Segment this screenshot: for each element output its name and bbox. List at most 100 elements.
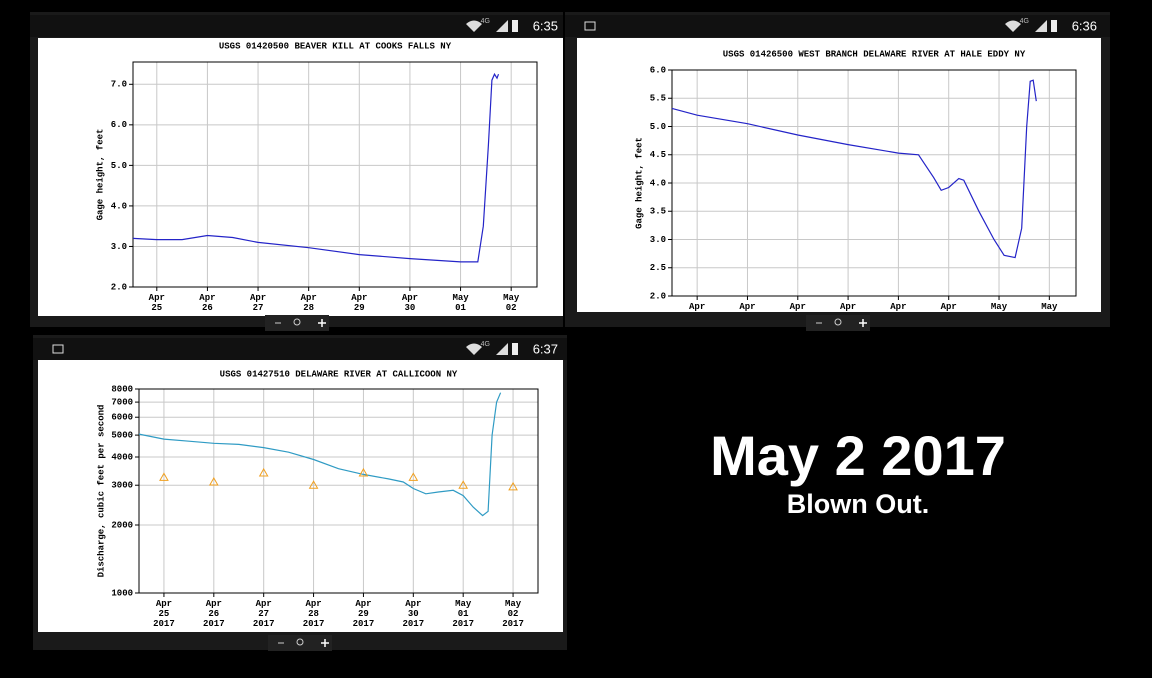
network-label: 4G <box>1020 18 1029 25</box>
status-time: 6:35 <box>533 18 558 33</box>
image-icon <box>584 21 596 31</box>
zoom-controls <box>268 635 332 651</box>
wifi-icon <box>466 343 482 355</box>
triangle-marker <box>408 472 419 481</box>
status-time: 6:37 <box>533 341 558 356</box>
x-tick-label: Apr 26 <box>199 293 216 313</box>
chart-title: USGS 01420500 BEAVER KILL AT COOKS FALLS… <box>219 41 452 51</box>
x-tick-label: Apr 28 <box>300 293 317 313</box>
x-tick-label: May 01 <box>452 293 469 313</box>
chart-title: USGS 01427510 DELAWARE RIVER AT CALLICOO… <box>220 369 458 379</box>
y-tick-label: 5.0 <box>650 122 666 132</box>
wifi-icon <box>1005 20 1021 32</box>
zoom-controls <box>806 315 870 331</box>
y-tick-label: 3000 <box>111 481 133 491</box>
x-tick-label: Apr <box>789 302 806 312</box>
y-tick-label: 4.0 <box>650 178 666 188</box>
screen <box>38 357 563 632</box>
x-tick-label: May 02 <box>503 293 520 313</box>
caption-subtitle: Blown Out. <box>787 489 929 519</box>
x-tick-label: Apr 25 <box>148 293 165 313</box>
y-tick-label: 3.5 <box>650 207 666 217</box>
phone-panel <box>565 12 1110 327</box>
x-tick-label: Apr 30 <box>401 293 419 313</box>
caption-title: May 2 2017 <box>710 424 1006 487</box>
triangle-marker <box>159 472 169 481</box>
x-tick-label: Apr <box>739 302 756 312</box>
y-tick-label: 4.5 <box>650 150 666 160</box>
y-tick-label: 5000 <box>111 430 133 440</box>
data-line <box>132 72 500 263</box>
chart: USGS 01427510 DELAWARE RIVER AT CALLICOO… <box>96 369 539 598</box>
status-bar <box>33 338 567 360</box>
y-tick-label: 5.5 <box>650 94 666 104</box>
chart: USGS 01420500 BEAVER KILL AT COOKS FALLS… <box>95 41 538 292</box>
y-tick-label: 3.0 <box>650 235 666 245</box>
status-time: 6:36 <box>1072 18 1097 33</box>
plot-frame <box>138 388 539 594</box>
zoom-icon <box>293 318 301 326</box>
battery-icon <box>512 20 518 32</box>
x-tick-label: Apr <box>940 302 957 312</box>
zoom-controls <box>265 315 329 331</box>
zoom-icon <box>296 638 304 646</box>
y-tick-label: 6000 <box>111 413 133 423</box>
x-tick-label: Apr 30 2017 <box>402 599 425 629</box>
y-tick-label: 4.0 <box>111 201 127 211</box>
x-tick-label: Apr 29 2017 <box>352 599 375 629</box>
y-axis-label: Discharge, cubic feet per second <box>96 405 106 578</box>
y-tick-label: 7.0 <box>111 80 127 90</box>
x-tick-label: Apr <box>890 302 907 312</box>
triangle-marker <box>208 476 219 486</box>
y-tick-label: 3.0 <box>111 242 127 252</box>
chart: USGS 01426500 WEST BRANCH DELAWARE RIVER… <box>634 49 1077 301</box>
x-tick-label: Apr 28 2017 <box>302 599 325 629</box>
y-tick-label: 2.5 <box>650 263 666 273</box>
network-label: 4G <box>481 341 490 348</box>
y-tick-label: 4000 <box>111 452 133 462</box>
y-tick-label: 6.0 <box>111 120 127 130</box>
triangle-marker <box>258 467 269 477</box>
battery-icon <box>1051 20 1057 32</box>
data-line <box>138 392 502 517</box>
triangle-marker <box>508 481 518 491</box>
signal-icon <box>1035 20 1047 32</box>
chart-title: USGS 01426500 WEST BRANCH DELAWARE RIVER… <box>723 49 1026 59</box>
x-tick-label: May <box>990 302 1008 312</box>
battery-icon <box>512 343 518 355</box>
zoom-icon <box>834 318 842 326</box>
signal-icon <box>496 343 508 355</box>
wifi-icon <box>466 20 482 32</box>
plot-frame <box>671 69 1077 297</box>
network-label: 4G <box>481 18 490 25</box>
status-bar <box>30 15 563 37</box>
y-tick-label: 2.0 <box>111 282 127 292</box>
triangle-marker <box>358 467 369 477</box>
x-tick-label: Apr <box>689 302 706 312</box>
x-tick-label: May 02 2017 <box>502 599 524 629</box>
y-tick-label: 7000 <box>111 397 133 407</box>
signal-icon <box>496 20 508 32</box>
x-tick-label: May 01 2017 <box>452 599 474 629</box>
x-tick-label: Apr 25 2017 <box>153 599 175 629</box>
y-tick-label: 6.0 <box>650 65 666 75</box>
y-tick-label: 2.0 <box>650 291 666 301</box>
triangle-marker <box>458 480 469 489</box>
plot-frame <box>132 61 538 288</box>
y-axis-label: Gage height, feet <box>634 137 644 229</box>
data-line <box>671 79 1037 259</box>
x-tick-label: May <box>1041 302 1058 312</box>
x-tick-label: Apr 27 <box>249 293 267 313</box>
x-tick-label: Apr <box>839 302 857 312</box>
y-tick-label: 1000 <box>111 588 133 598</box>
status-bar <box>565 15 1110 37</box>
image-icon <box>52 344 64 354</box>
y-tick-label: 5.0 <box>111 161 127 171</box>
y-tick-label: 8000 <box>111 384 133 394</box>
x-tick-label: Apr 29 <box>351 293 368 313</box>
triangle-marker <box>308 480 319 489</box>
y-tick-label: 2000 <box>111 520 133 530</box>
x-tick-label: Apr 26 2017 <box>203 599 225 629</box>
